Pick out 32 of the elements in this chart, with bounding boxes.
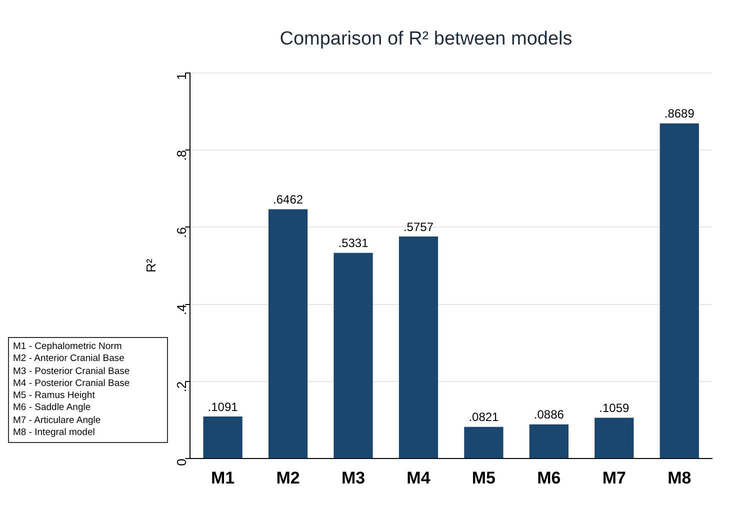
- data-label: .5757: [403, 220, 434, 234]
- text: M5 - Ramus Height: [13, 390, 96, 402]
- x-tick-label: M8: [668, 468, 692, 488]
- data-label: .8689: [664, 106, 695, 121]
- y-axis-title: R²: [143, 258, 158, 273]
- y-tick-label: .8: [174, 150, 189, 161]
- text: M3 - Posterior Cranial Base: [13, 366, 131, 378]
- y-tick-label: .2: [174, 381, 189, 392]
- text: M2 - Anterior Cranial Base: [13, 353, 126, 366]
- data-label: .5331: [338, 236, 369, 250]
- x-tick-label: M3: [341, 468, 366, 488]
- text: M8 - Integral model: [13, 427, 96, 440]
- x-tick-label: M1: [211, 468, 235, 488]
- text: M1 - Cephalometric Norm: [13, 341, 123, 354]
- text: M4 - Posterior Cranial Base: [13, 378, 131, 390]
- data-label: .1059: [599, 401, 630, 416]
- data-label: .1091: [208, 400, 238, 414]
- data-label: .0886: [534, 408, 564, 422]
- x-tick-label: M4: [406, 468, 431, 488]
- y-tick-label: .6: [174, 227, 189, 238]
- x-tick-label: M7: [602, 468, 626, 488]
- chart-title: Comparison of R² between models: [280, 28, 572, 50]
- text: M7 - Articulare Angle: [13, 414, 102, 428]
- x-tick-label: M2: [276, 468, 300, 488]
- y-tick-label: .4: [174, 304, 189, 316]
- y-tick-label: 1: [174, 72, 189, 80]
- data-label: .6462: [273, 192, 304, 207]
- text: M6 - Saddle Angle: [13, 402, 92, 415]
- y-tick-label: 0: [174, 458, 189, 466]
- data-label: .0821: [468, 410, 500, 424]
- x-tick-label: M5: [472, 468, 496, 488]
- x-tick-label: M6: [537, 468, 561, 488]
